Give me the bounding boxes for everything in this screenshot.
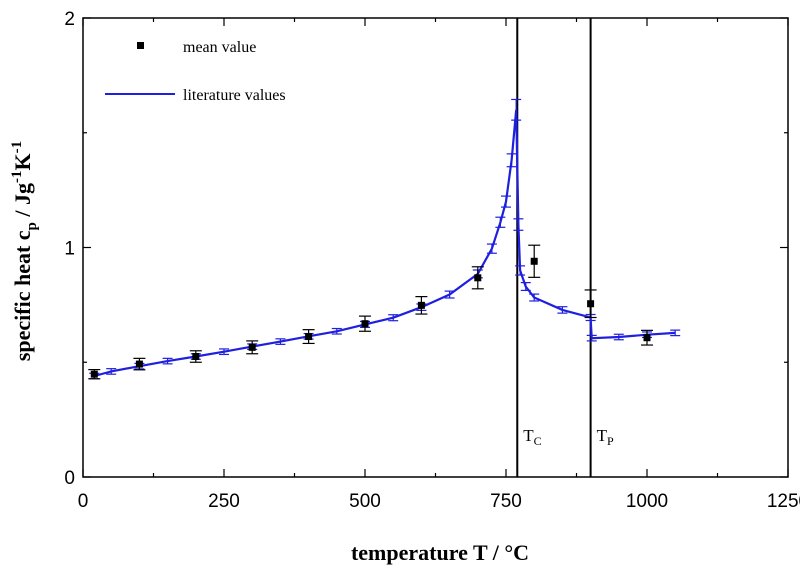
legend-marker-mean <box>137 42 144 49</box>
mean-value-point <box>474 274 482 282</box>
y-title-part-2: / Jg <box>10 183 35 222</box>
y-title-part-1: specific heat c <box>10 230 35 361</box>
y-title-sup-1: -1 <box>9 170 25 183</box>
y-title-sub-p: p <box>24 222 40 230</box>
y-tick-label: 0 <box>64 468 75 489</box>
legend: mean value literature values <box>105 39 286 104</box>
x-tick-label: 250 <box>208 491 240 512</box>
mean-value-point <box>361 320 369 328</box>
mean-value-point <box>305 333 313 341</box>
mean-value-point <box>248 343 256 351</box>
y-tick-label: 2 <box>64 9 75 30</box>
literature-values-line <box>94 109 676 378</box>
mean-value-point <box>587 300 595 308</box>
mean-value-point <box>417 301 425 309</box>
x-axis-title: temperature T / °C <box>351 540 529 565</box>
mean-value-point <box>643 334 651 342</box>
legend-label-mean: mean value <box>183 39 256 56</box>
legend-label-literature: literature values <box>183 87 286 104</box>
mean-value-point <box>135 360 143 368</box>
x-tick-label: 750 <box>490 491 522 512</box>
mean-value-point <box>90 370 98 378</box>
x-tick-label: 0 <box>78 491 89 512</box>
y-title-sup-2: -1 <box>9 141 25 154</box>
mean-value-point <box>530 257 538 265</box>
mean-value-point <box>192 353 200 361</box>
transition-label-p: TP <box>597 426 614 448</box>
transition-label-c: TC <box>523 426 541 448</box>
x-tick-label: 500 <box>349 491 381 512</box>
x-tick-label: 1000 <box>626 491 668 512</box>
y-tick-label: 1 <box>64 239 75 260</box>
y-title-part-3: K <box>10 153 35 170</box>
y-axis-title: specific heat cp / Jg-1K-1 <box>9 141 40 361</box>
